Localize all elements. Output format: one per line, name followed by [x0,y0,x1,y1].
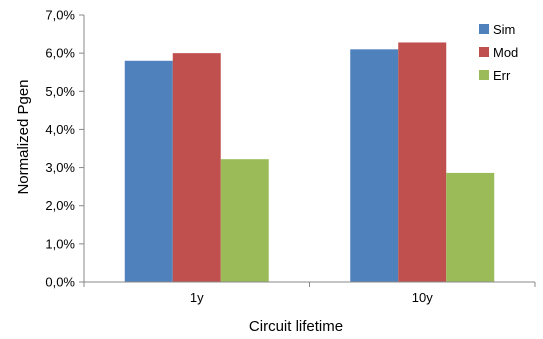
y-tick-label: 5,0% [45,84,75,99]
legend-label-mod: Mod [493,45,518,60]
x-axis-ticks: 1y 10y [83,282,536,305]
x-tick-label: 1y [190,290,204,305]
bar-sim-10y [350,49,399,283]
legend-swatch-mod [479,47,489,57]
legend-swatch-sim [479,24,489,34]
bar-err-1y [220,159,269,282]
y-tick-label: 7,0% [45,8,75,23]
y-tick-label: 3,0% [45,160,75,175]
y-tick-label: 6,0% [45,46,75,61]
legend-swatch-err [479,70,489,80]
bar-mod-10y [398,42,447,282]
bar-err-10y [446,172,495,282]
legend-label-err: Err [493,68,511,83]
y-tick-label: 4,0% [45,122,75,137]
y-tick-label: 1,0% [45,236,75,251]
bar-mod-1y [172,53,221,283]
y-axis-title: Normalized Pgen [15,79,32,194]
y-tick-label: 0,0% [45,275,75,290]
bars [124,42,495,283]
legend: Sim Mod Err [479,22,518,83]
y-axis-ticks: 0,0% 1,0% 2,0% 3,0% 4,0% 5,0% 6,0% 7,0% [45,8,84,290]
x-tick-label: 10y [412,290,433,305]
x-axis-title: Circuit lifetime [249,318,343,335]
bar-sim-1y [124,60,173,283]
legend-label-sim: Sim [493,22,515,37]
y-tick-label: 2,0% [45,198,75,213]
